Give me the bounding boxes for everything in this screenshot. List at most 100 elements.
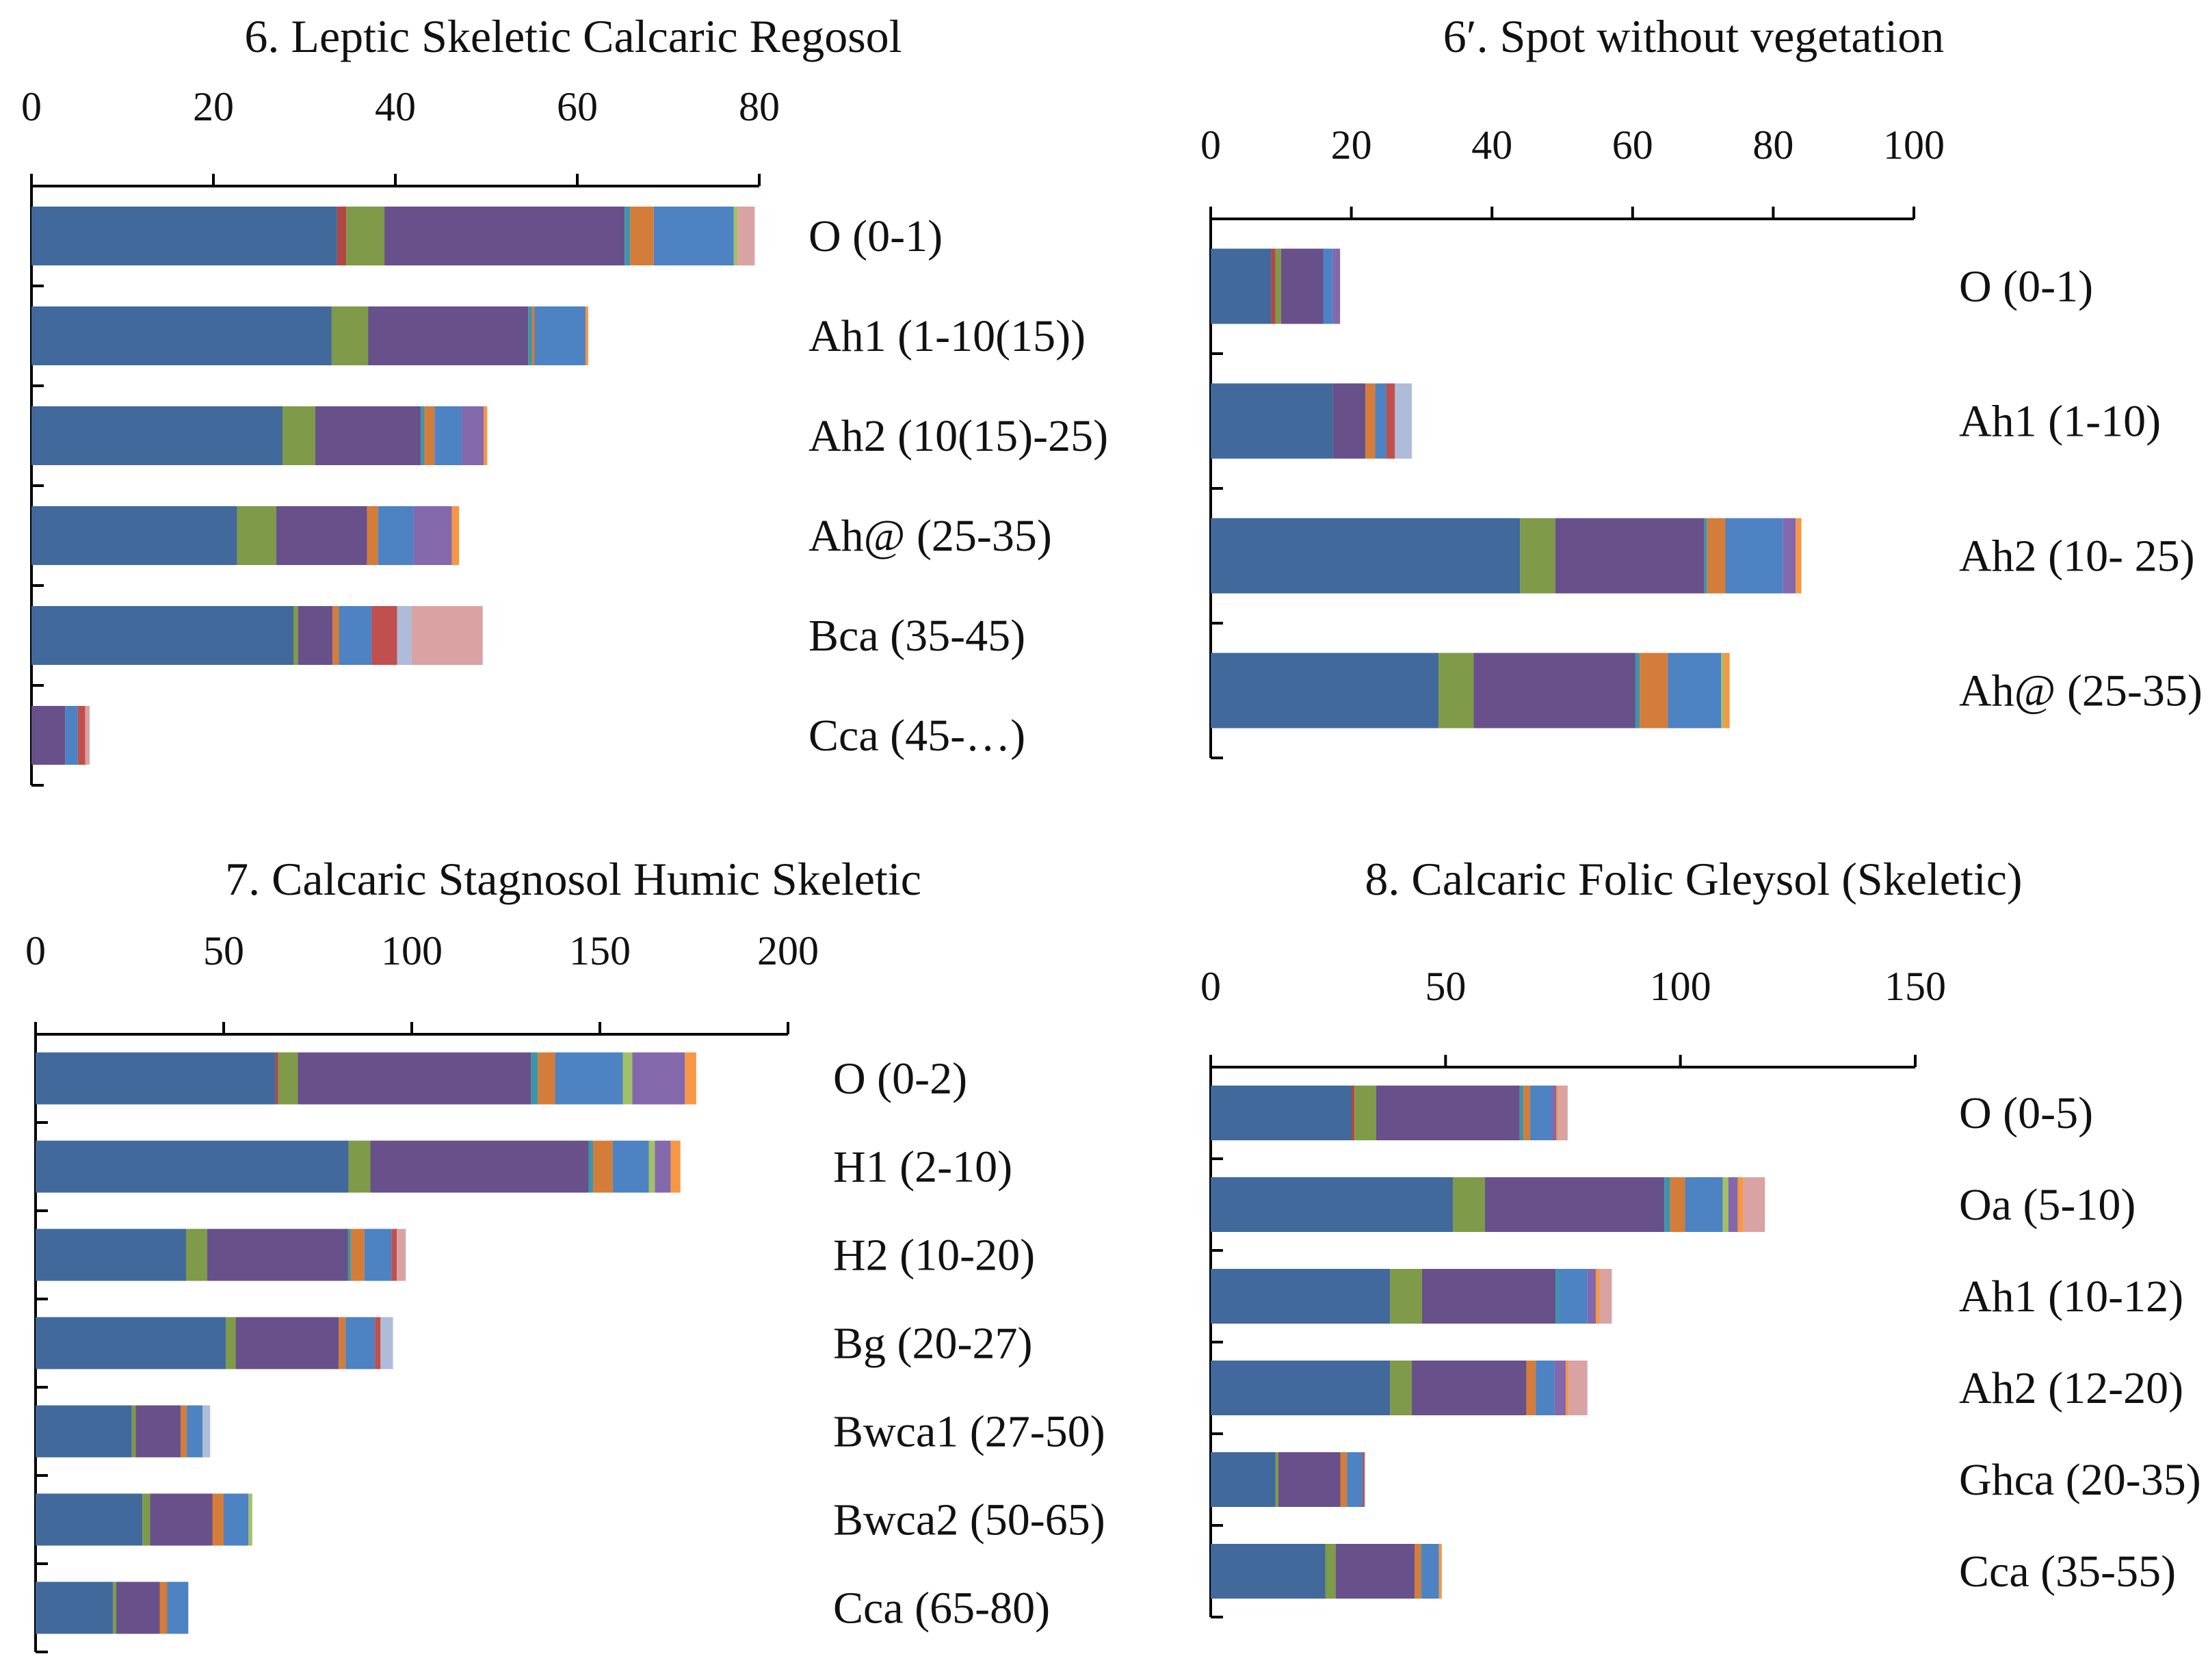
x-tick-label: 20: [1331, 122, 1372, 168]
bar-segment: [1386, 383, 1395, 459]
x-tick-label: 40: [375, 84, 416, 129]
bar-segment: [538, 1052, 555, 1105]
bar-segment: [1554, 1361, 1566, 1415]
bar-segment: [1523, 1086, 1530, 1140]
bar-segment: [612, 1140, 649, 1193]
bar-segment: [1347, 1452, 1363, 1507]
bar-segment: [1211, 248, 1272, 324]
bar-segment: [1635, 653, 1640, 729]
bar-segment: [1332, 248, 1341, 324]
bar-segment: [1587, 1269, 1596, 1324]
bar-segment: [36, 1581, 114, 1634]
bar-segment: [332, 606, 339, 665]
x-tick-label: 100: [1650, 964, 1711, 1009]
bar-segment: [1599, 1269, 1612, 1324]
bar-segment: [375, 1317, 381, 1369]
bar-segment: [1707, 518, 1726, 594]
bar-segment: [116, 1581, 160, 1634]
category-label: Ah2 (10- 25): [1959, 531, 2195, 581]
bar-segment: [1211, 1086, 1352, 1140]
bar-segment: [424, 406, 435, 465]
bar-segment: [364, 1229, 392, 1281]
bar-segment: [421, 406, 425, 465]
bar-segment: [298, 606, 333, 665]
bar-segment: [226, 1317, 236, 1369]
bar-segment: [531, 306, 535, 365]
bar-segment: [411, 606, 483, 665]
bar-segment: [648, 1140, 655, 1193]
bar-segment: [1275, 1452, 1278, 1507]
x-tick-label: 80: [739, 84, 780, 129]
category-label: Ah@ (25-35): [1959, 666, 2203, 716]
chart-title: 6′. Spot without vegetation: [1443, 10, 1945, 62]
bar-segment: [1725, 518, 1783, 594]
category-label: Bwca1 (27-50): [833, 1407, 1105, 1457]
bar-segment: [1737, 1177, 1744, 1232]
bar-segment: [625, 207, 631, 265]
category-label: O (0-1): [809, 211, 943, 261]
x-tick-label: 80: [1752, 122, 1793, 168]
bar-segment: [630, 207, 654, 265]
bar-segment: [275, 1052, 278, 1105]
bar-segment: [397, 606, 412, 665]
bar-segment: [733, 207, 738, 265]
bar-segment: [36, 1405, 132, 1458]
bar-segment: [142, 1493, 150, 1546]
category-label: Ghca (20-35): [1959, 1455, 2201, 1505]
bar-segment: [36, 1317, 226, 1369]
bar-segment: [1415, 1544, 1421, 1599]
category-label: Cca (35-55): [1959, 1547, 2176, 1597]
bar-segment: [1558, 1086, 1568, 1140]
bar-segment: [65, 706, 78, 765]
bar-segment: [235, 1317, 339, 1369]
bar-segment: [1596, 1269, 1600, 1324]
bar-segment: [1211, 1452, 1276, 1507]
x-tick-label: 150: [1884, 964, 1946, 1009]
bar-segment: [77, 706, 86, 765]
bar-segment: [1728, 1177, 1738, 1232]
bar-segment: [331, 306, 369, 365]
x-tick-label: 0: [1200, 122, 1221, 168]
bar-segment: [282, 406, 315, 465]
bar-segment: [339, 1317, 346, 1369]
x-tick-label: 0: [1200, 964, 1221, 1009]
bar-segment: [1559, 1269, 1588, 1324]
x-tick-label: 40: [1471, 122, 1512, 168]
bar-segment: [186, 1229, 207, 1281]
bar-segment: [434, 406, 462, 465]
bar-segment: [1485, 1177, 1665, 1232]
bar-segment: [1365, 383, 1376, 459]
bar-segment: [1568, 1361, 1588, 1415]
bar-segment: [135, 1405, 181, 1458]
bar-segment: [1278, 1452, 1341, 1507]
bar-segment: [462, 406, 484, 465]
bar-segment: [1438, 653, 1474, 729]
bar-segment: [207, 1229, 348, 1281]
bar-segment: [1566, 1361, 1569, 1415]
x-tick-label: 100: [1883, 122, 1945, 168]
bar-segment: [1411, 1361, 1527, 1415]
chart-panel-2: 6′. Spot without vegetation 0 20 40 60 80 100 O…: [1200, 10, 2203, 759]
x-tick-label: 0: [21, 84, 42, 129]
bar-segment: [350, 1229, 365, 1281]
category-label: Ah2 (10(15)-25): [809, 411, 1108, 461]
category-label: O (0-1): [1959, 262, 2093, 312]
bar-segment: [1555, 1269, 1560, 1324]
bar-segment: [1280, 248, 1324, 324]
bar-segment: [622, 1052, 633, 1105]
bar-segment: [1640, 653, 1668, 729]
bar-segment: [1556, 1086, 1559, 1140]
bar-segment: [339, 606, 372, 665]
bar-segment: [1668, 653, 1722, 729]
bar-segment: [348, 1140, 371, 1193]
bar-segment: [293, 606, 298, 665]
category-label: Bca (35-45): [809, 611, 1025, 661]
bar-segment: [1536, 1361, 1555, 1415]
bar-segment: [187, 1405, 203, 1458]
bar-segment: [1519, 1086, 1524, 1140]
bar-segment: [371, 606, 397, 665]
bar-segment: [531, 1052, 538, 1105]
category-label: Cca (65-80): [833, 1584, 1050, 1633]
chart-panel-3: 7. Calcaric Stagnosol Humic Skeletic 0 50 1…: [25, 853, 1105, 1653]
